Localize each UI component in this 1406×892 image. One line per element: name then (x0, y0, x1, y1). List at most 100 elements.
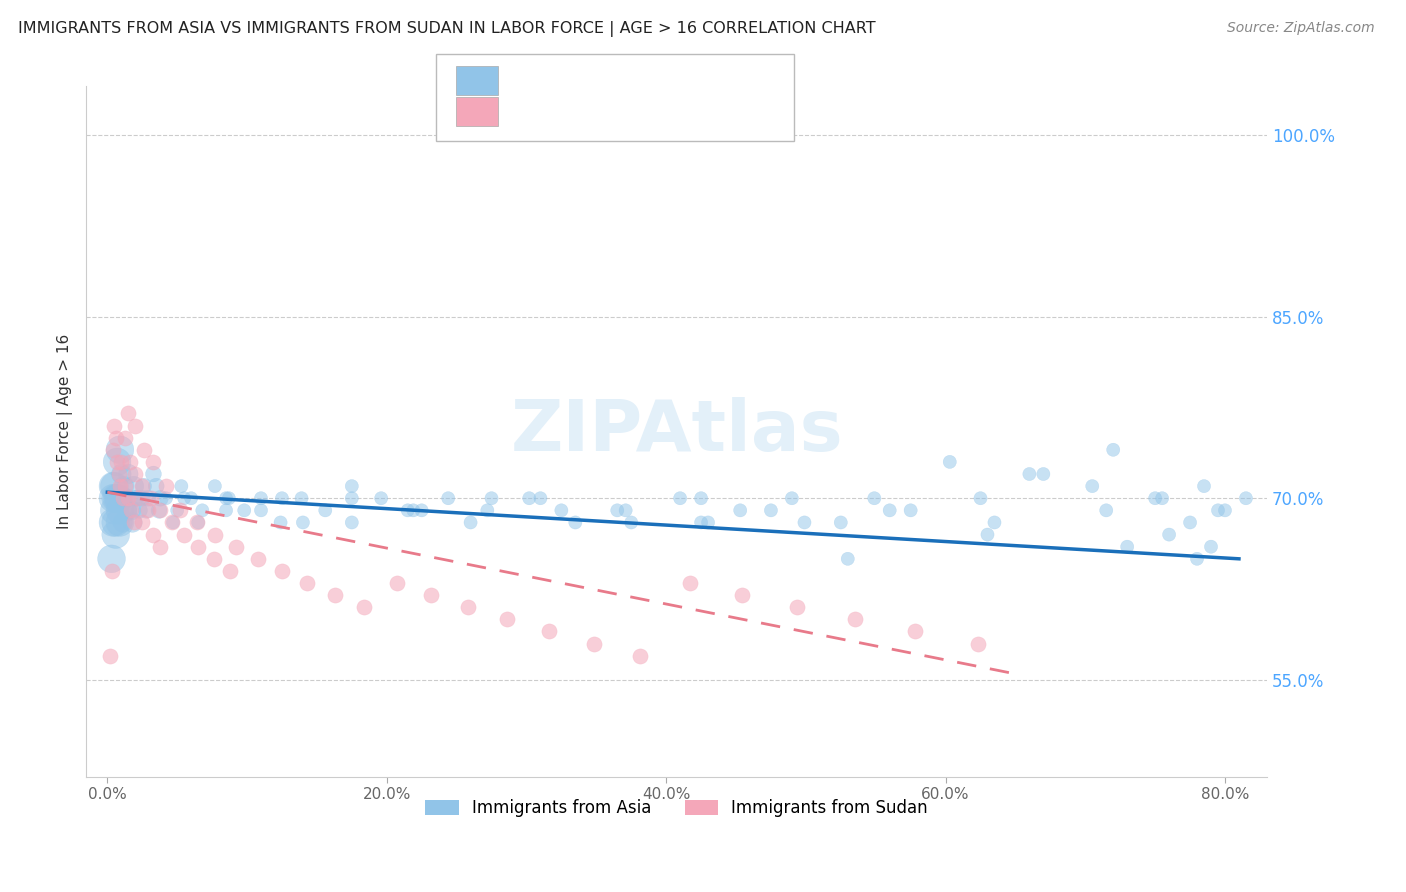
Point (103, 479, 125, 493)
Point (340, 479, 363, 493)
Point (111, 491, 134, 506)
Point (127, 491, 149, 506)
Point (904, 624, 927, 639)
Point (169, 503, 191, 517)
Point (291, 516, 314, 530)
Point (270, 516, 292, 530)
Point (780, 491, 803, 506)
Text: N =: N = (637, 71, 676, 89)
Point (173, 527, 195, 541)
Point (136, 503, 159, 517)
Point (124, 418, 146, 433)
Point (411, 503, 433, 517)
Point (117, 491, 139, 506)
Point (112, 479, 135, 493)
Point (396, 503, 419, 517)
Point (233, 503, 256, 517)
Point (122, 516, 145, 530)
Point (340, 516, 363, 530)
Point (180, 491, 202, 506)
Point (124, 491, 146, 506)
Point (969, 491, 991, 506)
Point (131, 479, 153, 493)
Text: ZIPAtlas: ZIPAtlas (510, 397, 844, 467)
Point (124, 467, 146, 481)
Point (114, 431, 136, 445)
Point (215, 491, 238, 506)
Point (128, 503, 150, 517)
Point (218, 491, 240, 506)
Point (117, 467, 139, 481)
Point (1178, 516, 1201, 530)
Point (786, 600, 808, 615)
Point (250, 491, 273, 506)
Point (191, 503, 214, 517)
Point (271, 564, 294, 578)
Point (105, 455, 128, 469)
Point (863, 491, 886, 506)
Point (186, 516, 208, 530)
Point (115, 503, 138, 517)
Point (1234, 491, 1257, 506)
Point (1095, 503, 1118, 517)
Point (107, 467, 129, 481)
Text: 57: 57 (685, 103, 709, 120)
Point (1213, 503, 1236, 517)
Point (142, 527, 165, 541)
Legend: Immigrants from Asia, Immigrants from Sudan: Immigrants from Asia, Immigrants from Su… (419, 792, 935, 824)
Point (1144, 491, 1167, 506)
Point (105, 455, 128, 469)
Text: R =: R = (513, 103, 551, 120)
Point (122, 479, 145, 493)
Point (271, 491, 294, 506)
Point (132, 479, 155, 493)
Point (100, 564, 122, 578)
Point (108, 516, 131, 530)
Text: R =: R = (513, 71, 551, 89)
Point (105, 491, 128, 506)
Point (135, 503, 157, 517)
Point (225, 540, 247, 554)
Point (728, 503, 751, 517)
Point (966, 637, 988, 651)
Point (139, 491, 162, 506)
Point (108, 503, 131, 517)
Point (108, 479, 131, 493)
Point (614, 503, 637, 517)
Point (1102, 442, 1125, 457)
Point (104, 516, 127, 530)
Point (529, 491, 551, 506)
Point (120, 503, 142, 517)
Point (517, 491, 540, 506)
Point (628, 648, 651, 663)
Point (121, 516, 143, 530)
Point (104, 491, 127, 506)
Point (402, 503, 425, 517)
Point (118, 455, 141, 469)
Point (537, 624, 560, 639)
Point (142, 467, 165, 481)
Point (131, 491, 153, 506)
Point (900, 503, 922, 517)
Point (983, 516, 1005, 530)
Point (117, 406, 139, 420)
Point (148, 503, 170, 517)
Point (564, 516, 586, 530)
Point (100, 551, 122, 566)
Point (149, 540, 172, 554)
Point (690, 491, 713, 506)
Point (111, 516, 134, 530)
Point (295, 576, 318, 591)
Point (1018, 467, 1040, 481)
Point (606, 503, 628, 517)
Point (1206, 503, 1229, 517)
Point (145, 479, 167, 493)
Point (481, 491, 503, 506)
Point (1192, 479, 1215, 493)
Point (582, 637, 605, 651)
Point (101, 516, 124, 530)
Point (457, 600, 479, 615)
Point (101, 442, 124, 457)
Point (111, 491, 134, 506)
Point (247, 551, 270, 566)
